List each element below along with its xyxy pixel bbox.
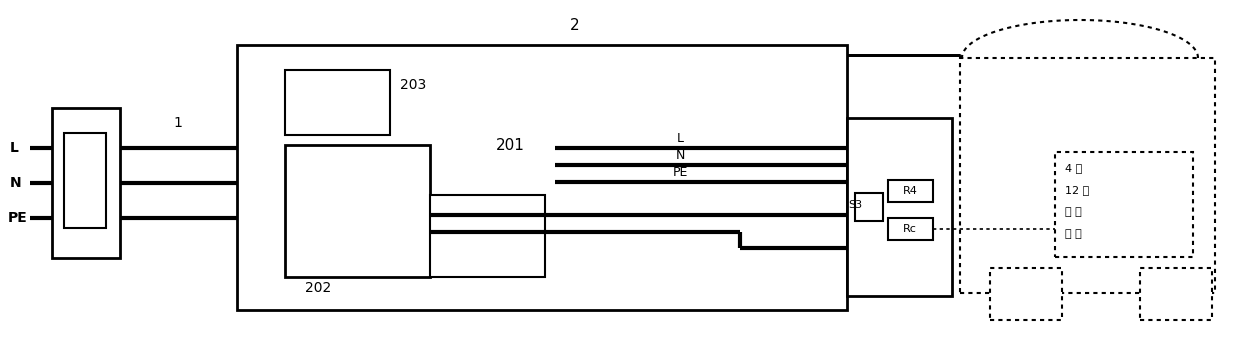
Bar (990, 268, 1062, 320)
Bar (888, 218, 933, 240)
Text: L: L (10, 141, 19, 155)
Text: 1: 1 (173, 116, 182, 130)
Bar (285, 145, 430, 277)
Bar (847, 118, 952, 296)
Text: 12 制: 12 制 (1065, 185, 1089, 195)
Bar (1140, 268, 1212, 320)
Text: N: N (675, 149, 685, 162)
Bar (52, 108, 120, 258)
Text: PE: PE (672, 166, 687, 179)
Bar (959, 58, 1214, 293)
Text: N: N (10, 176, 21, 190)
Bar (430, 195, 545, 277)
Text: S3: S3 (848, 200, 862, 210)
Text: 202: 202 (305, 281, 332, 295)
Text: 201: 201 (495, 137, 525, 153)
Bar (888, 180, 933, 202)
Bar (236, 45, 847, 310)
Text: PE: PE (7, 211, 27, 225)
Text: R4: R4 (903, 186, 917, 196)
Text: 203: 203 (400, 78, 426, 92)
Text: Rc: Rc (903, 224, 917, 234)
Bar (64, 133, 106, 228)
Text: 2: 2 (571, 18, 579, 33)
Text: L: L (676, 132, 683, 145)
Text: 装 置: 装 置 (1065, 229, 1082, 239)
Text: 控 制: 控 制 (1065, 207, 1082, 217)
Text: 4 传: 4 传 (1065, 163, 1082, 173)
Bar (285, 70, 390, 135)
Bar (855, 193, 883, 221)
Bar (1055, 152, 1193, 257)
